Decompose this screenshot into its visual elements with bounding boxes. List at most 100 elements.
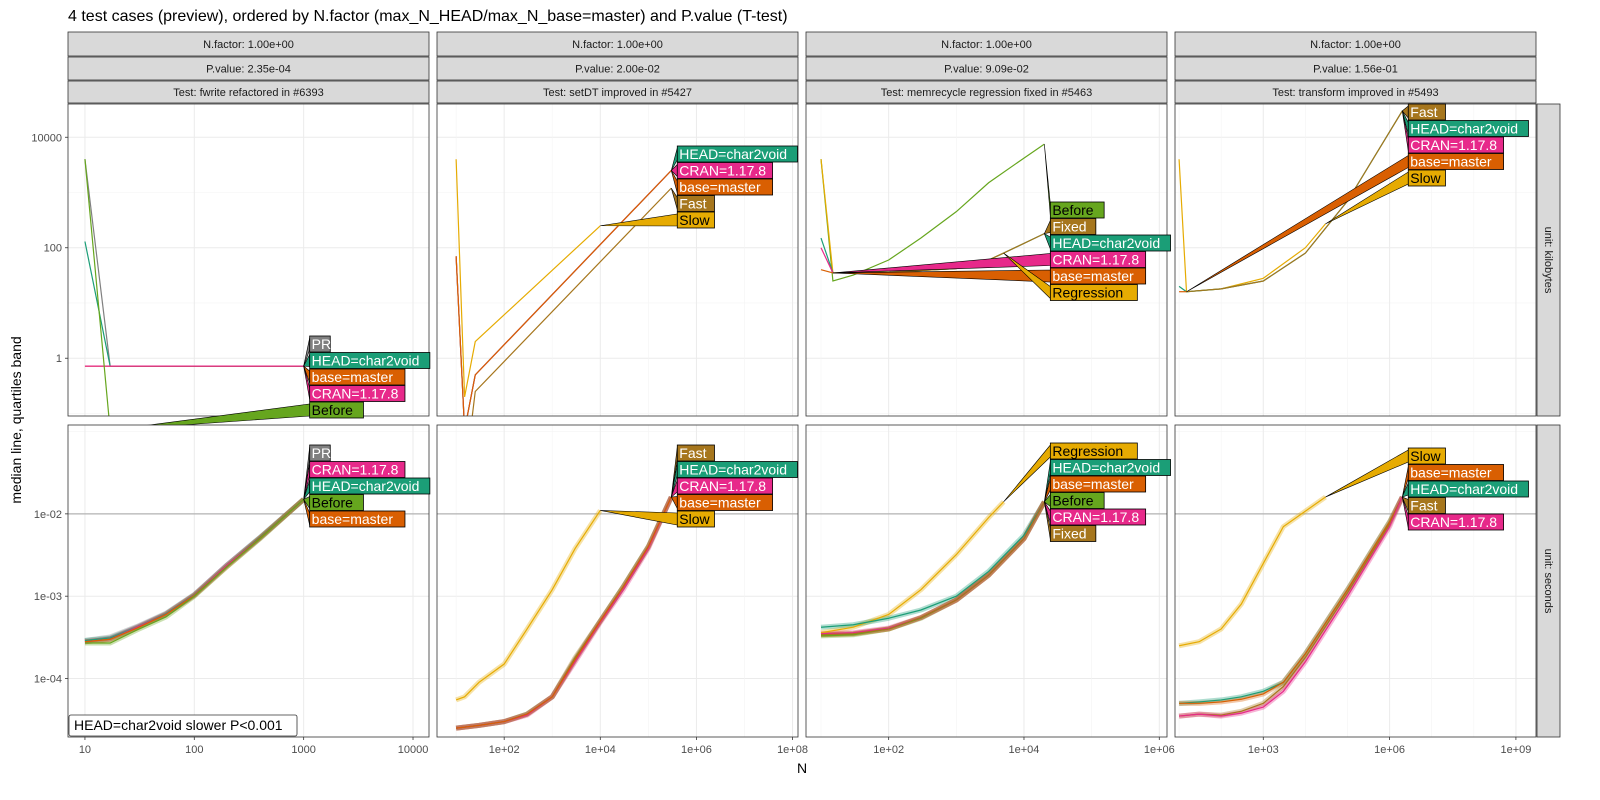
strip-test: Test: fwrite refactored in #6393 [173,87,323,99]
series-label: base=master [679,495,761,511]
series-label: base=master [312,369,394,385]
label-box [309,368,406,386]
series-label: base=master [1052,268,1134,284]
row-strip-bg [1536,103,1561,417]
series-line-base-master [820,269,834,274]
series-label: Slow [679,511,710,527]
x-tick-label: 10000 [398,744,429,756]
x-tick-label: 1e+06 [1374,744,1405,756]
strip-nfactor: N.factor: 1.00e+00 [941,39,1032,51]
series-line-slow [1178,496,1326,647]
strip-nfactor-bg [67,31,430,57]
series-label: Slow [679,212,710,228]
label-box [309,494,364,511]
label-group: HEAD=char2voidCRAN=1.17.8base=masterFast… [600,145,798,229]
y-tick-label: 1e-03 [34,591,62,603]
panel-border [67,424,430,738]
strip-pvalue: P.value: 1.56e-01 [1313,64,1398,76]
series-label: Before [1052,202,1093,218]
y-tick-label: 1e-02 [34,509,62,521]
label-box [676,145,798,163]
series-label: Fast [1410,498,1437,514]
label-box [1049,442,1138,460]
panel-border [436,424,799,738]
series-group [820,500,1047,639]
label-box [1049,284,1138,301]
series-label: PR [312,336,331,352]
strip-test-bg [805,80,1168,104]
series-label: HEAD=char2void [312,353,420,369]
label-box [1407,169,1446,187]
label-box [1407,497,1446,514]
series-label: CRAN=1.17.8 [1052,252,1139,268]
label-group: Slowbase=masterHEAD=char2voidFastCRAN=1.… [1325,447,1529,531]
series-label: Fixed [1052,219,1086,235]
series-label: base=master [312,511,394,527]
series-line-base-master [455,170,672,416]
panel-border [1174,424,1537,738]
series-label: CRAN=1.17.8 [679,478,766,494]
strip-test-bg [67,80,430,104]
label-box [676,461,798,478]
x-tick-label: 1e+02 [873,744,904,756]
series-group [84,497,306,646]
series-group [455,159,672,416]
series-group [1178,495,1405,719]
label-box [1049,267,1147,285]
label-box [1407,447,1446,465]
series-label: base=master [1410,154,1492,170]
series-label: Fast [679,445,706,461]
series-label: CRAN=1.17.8 [312,386,399,402]
series-label: Fast [1410,104,1437,120]
y-tick-label: 1e-04 [34,674,62,686]
strip-pvalue-bg [67,56,430,81]
label-box [1407,464,1504,481]
strip-nfactor-bg [1174,31,1537,57]
x-tick-label: 1e+04 [585,744,616,756]
series-line-fast [1186,110,1403,293]
series-label: HEAD=char2void [1052,235,1160,251]
label-box [309,385,406,402]
series-label: CRAN=1.17.8 [1410,137,1497,153]
label-box [676,477,773,495]
label-box [1049,508,1147,526]
label-box [309,401,364,419]
label-group: PRHEAD=char2voidbase=masterCRAN=1.17.8Be… [110,335,431,431]
label-group: BeforeFixedHEAD=char2voidCRAN=1.17.8base… [832,144,1171,301]
strip-pvalue-bg [805,56,1168,81]
strip-test-bg [436,80,799,104]
label-box [676,178,773,196]
row-strip-label: unit: seconds [1542,549,1554,614]
panel-border [436,103,799,417]
label-box [676,510,715,528]
series-label: Before [1052,493,1093,509]
label-box [1049,459,1171,476]
series-label: Regression [1052,285,1123,301]
y-tick-label: 10000 [31,132,62,144]
y-axis-title: median line, quartiles band [8,336,24,503]
label-box [309,461,406,478]
series-line-before [820,143,1045,282]
panel-border [805,103,1168,417]
label-group: FastHEAD=char2voidCRAN=1.17.8base=master… [1186,103,1529,292]
strip-pvalue-bg [436,56,799,81]
x-tick-label: 1e+02 [489,744,520,756]
series-line-head-char2void [820,501,1045,628]
x-tick-label: 100 [185,744,203,756]
strip-nfactor-bg [805,31,1168,57]
annotation-text: HEAD=char2void slower P<0.001 [74,717,283,733]
x-tick-label: 1e+09 [1500,744,1531,756]
strip-test: Test: memrecycle regression fixed in #54… [881,87,1093,99]
strip-test: Test: setDT improved in #5427 [543,87,692,99]
label-box [1407,136,1504,154]
label-group: PRCRAN=1.17.8HEAD=char2voidBeforebase=ma… [303,444,431,528]
strip-pvalue: P.value: 2.00e-02 [575,64,660,76]
series-label: CRAN=1.17.8 [312,462,399,478]
label-box [1407,120,1529,137]
label-box [1049,251,1147,268]
label-group: FastHEAD=char2voidCRAN=1.17.8base=master… [600,444,798,528]
series-line-slow [1178,159,1326,293]
series-label: Slow [1410,170,1441,186]
label-box [309,335,331,353]
series-label: base=master [679,179,761,195]
